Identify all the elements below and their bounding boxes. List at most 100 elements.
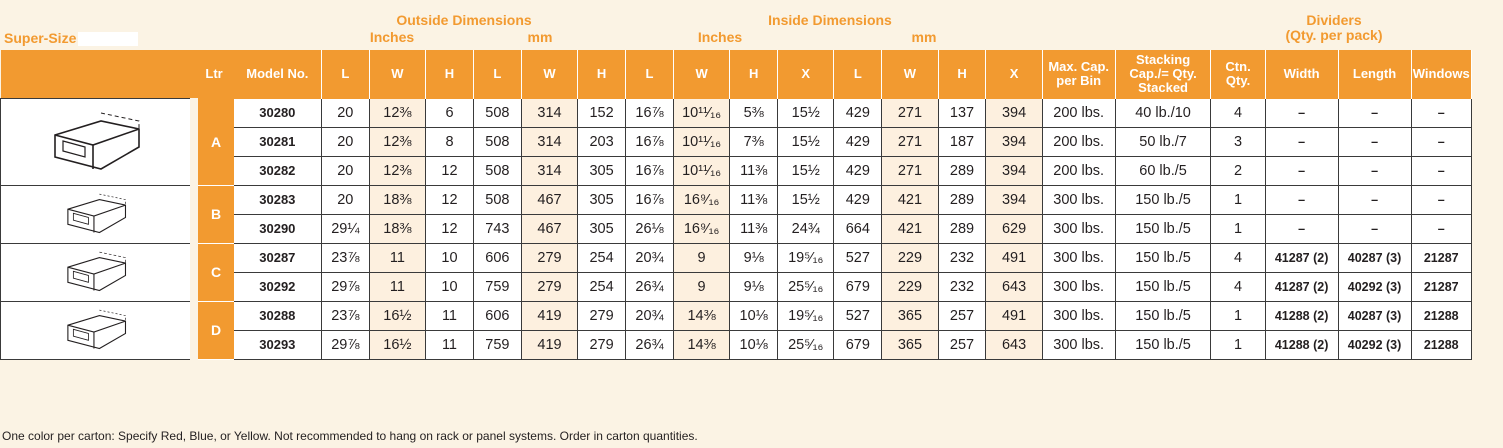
table-cell: 26¾ <box>625 330 674 360</box>
table-cell: 11⅜ <box>729 185 779 215</box>
bin-illustration <box>0 184 199 244</box>
table-cell: 9⅛ <box>729 243 779 273</box>
table-cell: 4 <box>1210 272 1266 302</box>
model-number-cell: 30288 <box>233 301 322 331</box>
table-cell: – <box>1265 127 1339 157</box>
table-row: A 30280 20 12⅜ 6 508 314 152 16⅞ 10¹¹⁄₁₆ 5⅜ 15½ 429 2… <box>0 98 1472 186</box>
table-cell: 679 <box>833 330 883 360</box>
table-cell: 289 <box>938 214 987 244</box>
table-cell: 11 <box>425 301 474 331</box>
column-header: X <box>777 50 835 99</box>
table-cell: 10¹¹⁄₁₆ <box>673 156 731 186</box>
table-cell: 8 <box>425 127 474 157</box>
table-cell: 229 <box>881 272 939 302</box>
table-cell: 467 <box>521 214 579 244</box>
table-cell: 14⅜ <box>673 301 731 331</box>
table-row: 30292 29⅞ 11 10 759 279 254 26¾ 9 9⅛ 25⁵⁄₁₆ 679 229 2… <box>1 272 1472 302</box>
table-cell: 527 <box>833 301 883 331</box>
table-cell: – <box>1265 185 1339 215</box>
letter-cell: D <box>194 301 234 360</box>
section-title: Super-Size <box>4 30 139 47</box>
table-cell: 40287 (3) <box>1338 243 1412 273</box>
column-header: W <box>881 50 939 99</box>
table-cell: 29¼ <box>321 214 370 244</box>
table-cell: 137 <box>938 98 987 128</box>
table-cell: 629 <box>985 214 1043 244</box>
table-cell: 16⅞ <box>625 127 674 157</box>
table-cell: 606 <box>473 243 522 273</box>
column-header: Length <box>1338 50 1412 99</box>
table-cell: 271 <box>881 98 939 128</box>
table-cell: 21287 <box>1411 272 1472 302</box>
table-cell: 150 lb./5 <box>1115 301 1212 331</box>
table-cell: 300 lbs. <box>1042 214 1116 244</box>
table-cell: 21288 <box>1411 301 1472 331</box>
table-cell: 16⁹⁄₁₆ <box>673 185 731 215</box>
table-cell: 200 lbs. <box>1042 98 1116 128</box>
table-cell: 257 <box>938 301 987 331</box>
outside-mm-label: mm <box>527 29 553 45</box>
table-cell: 40287 (3) <box>1338 301 1412 331</box>
table-cell: 1 <box>1210 185 1266 215</box>
table-cell: – <box>1265 214 1339 244</box>
table-cell: 508 <box>473 127 522 157</box>
table-cell: 23⅞ <box>321 301 370 331</box>
table-cell: 15½ <box>777 156 835 186</box>
column-header: W <box>369 50 427 99</box>
table-cell: 508 <box>473 156 522 186</box>
table-cell: 10 <box>425 272 474 302</box>
column-header: Width <box>1265 50 1339 99</box>
table-cell: 40 lb./10 <box>1115 98 1212 128</box>
table-cell: 314 <box>521 98 579 128</box>
table-cell: 20 <box>321 156 370 186</box>
table-cell: 279 <box>521 272 579 302</box>
table-cell: 4 <box>1210 98 1266 128</box>
bin-illustration <box>0 98 199 186</box>
table-cell: 491 <box>985 301 1043 331</box>
table-cell: 232 <box>938 243 987 273</box>
table-cell: 429 <box>833 98 883 128</box>
table-cell: 9⅛ <box>729 272 779 302</box>
inside-mm-label: mm <box>911 29 937 45</box>
table-cell: 25⁵⁄₁₆ <box>777 330 835 360</box>
table-cell: 12⅜ <box>369 127 427 157</box>
table-cell: 15½ <box>777 98 835 128</box>
table-cell: 508 <box>473 185 522 215</box>
table-cell: 11⅜ <box>729 156 779 186</box>
header-row: Ltr Model No. L W H L W H L W H X L W H X Max. Cap. per … <box>0 50 1472 99</box>
model-number-cell: 30293 <box>233 330 322 360</box>
table-cell: 9 <box>673 243 731 273</box>
table-cell: 467 <box>521 185 579 215</box>
table-row: D 30288 23⅞ 16½ 11 606 419 279 20¾ 14⅜ 10⅛ 19⁵⁄₁₆ 52… <box>0 300 1472 360</box>
table-cell: 429 <box>833 185 883 215</box>
table-cell: 232 <box>938 272 987 302</box>
header-image-col <box>0 50 195 99</box>
table-cell: 394 <box>985 185 1043 215</box>
model-number-cell: 30292 <box>233 272 322 302</box>
table-cell: 1 <box>1210 301 1266 331</box>
table-cell: 25⁵⁄₁₆ <box>777 272 835 302</box>
table-cell: 12 <box>425 156 474 186</box>
table-cell: 18⅜ <box>369 185 427 215</box>
table-cell: 14⅜ <box>673 330 731 360</box>
model-number-cell: 30290 <box>233 214 322 244</box>
table-cell: 279 <box>577 301 627 331</box>
table-cell: 279 <box>521 243 579 273</box>
table-cell: 679 <box>833 272 883 302</box>
table-cell: 23⅞ <box>321 243 370 273</box>
table-cell: 29⅞ <box>321 272 370 302</box>
table-cell: 26⅛ <box>625 214 674 244</box>
table-cell: 150 lb./5 <box>1115 330 1212 360</box>
table-cell: 394 <box>985 127 1043 157</box>
table-cell: 314 <box>521 127 579 157</box>
letter-cell: C <box>194 243 234 302</box>
table-cell: 18⅜ <box>369 214 427 244</box>
table-cell: 40292 (3) <box>1338 272 1412 302</box>
table-cell: 9 <box>673 272 731 302</box>
table-cell: – <box>1411 185 1472 215</box>
table-cell: 300 lbs. <box>1042 330 1116 360</box>
table-cell: 16½ <box>369 301 427 331</box>
table-cell: 19⁵⁄₁₆ <box>777 301 835 331</box>
table-cell: 21288 <box>1411 330 1472 360</box>
column-header: H <box>425 50 474 99</box>
